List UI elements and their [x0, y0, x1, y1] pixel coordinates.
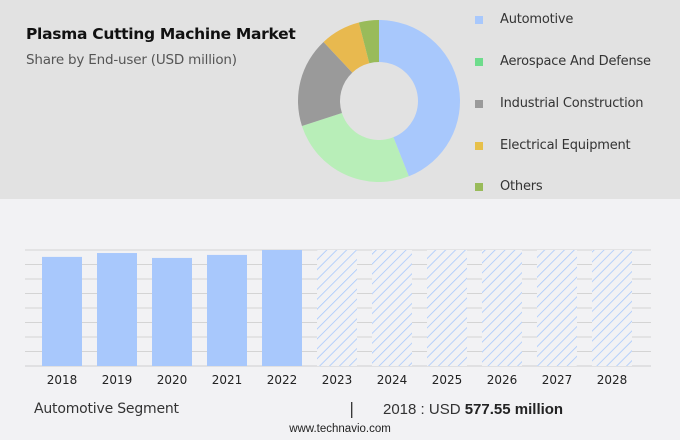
donut-slice-industrial-construction	[298, 41, 353, 127]
bar-2027	[537, 250, 577, 366]
x-tick-label: 2025	[432, 373, 463, 387]
segment-label: Automotive Segment	[34, 401, 179, 417]
legend-label: Industrial Construction	[500, 96, 644, 111]
bar-2024	[372, 250, 412, 366]
bar-2021	[207, 254, 247, 366]
x-tick-label: 2023	[322, 373, 353, 387]
bar-2025	[427, 250, 467, 366]
legend-label: Electrical Equipment	[500, 138, 631, 153]
bar-2028	[592, 250, 632, 366]
bar-2023	[317, 250, 357, 366]
bar-2022	[262, 250, 302, 366]
bar-2019	[97, 253, 137, 366]
x-tick-label: 2026	[487, 373, 518, 387]
legend-item-electrical-equipment: Electrical Equipment	[475, 138, 631, 153]
x-tick-label: 2024	[377, 373, 408, 387]
chart-subtitle: Share by End-user (USD million)	[26, 52, 237, 68]
x-tick-label: 2027	[542, 373, 573, 387]
legend-swatch	[475, 57, 483, 66]
legend-item-industrial-construction: Industrial Construction	[475, 96, 643, 111]
legend-item-automotive: Automotive	[475, 12, 573, 27]
x-tick-label: 2022	[267, 373, 298, 387]
x-tick-label: 2028	[597, 373, 628, 387]
legend-label: Others	[500, 179, 543, 194]
chart-title: Plasma Cutting Machine Market	[26, 25, 296, 43]
legend-swatch	[475, 182, 483, 191]
value-prefix: 2018 : USD	[383, 401, 465, 418]
bar-2026	[482, 250, 522, 366]
legend-swatch	[475, 99, 483, 108]
x-tick-label: 2018	[47, 373, 78, 387]
x-tick-label: 2021	[212, 373, 243, 387]
donut-slice-automotive	[379, 20, 460, 177]
source-link[interactable]: www.technavio.com	[289, 423, 391, 435]
legend-item-aerospace-and-defense: Aerospace And Defense	[475, 54, 651, 69]
x-tick-label: 2020	[157, 373, 188, 387]
bar-chart: 2018 2019 2020 2021 2022 2023 2024 2025 2026 2027…	[25, 249, 651, 387]
legend-label: Aerospace And Defense	[500, 54, 651, 69]
bar-2020	[152, 257, 192, 366]
donut-slice-aerospace-and-defense	[301, 113, 409, 182]
legend-item-others: Others	[475, 179, 543, 194]
donut-chart	[298, 20, 460, 182]
segment-value: 2018 : USD 577.55 million	[383, 401, 563, 418]
legend-label: Automotive	[500, 12, 574, 27]
donut-slice-electrical-equipment	[323, 22, 370, 73]
value-bold: 577.55 million	[464, 401, 564, 418]
divider: |	[349, 399, 355, 418]
legend-swatch	[475, 15, 483, 24]
legend-swatch	[475, 141, 483, 150]
bar-2018	[42, 256, 82, 366]
x-tick-label: 2019	[102, 373, 133, 387]
donut-slice-others	[358, 20, 379, 64]
